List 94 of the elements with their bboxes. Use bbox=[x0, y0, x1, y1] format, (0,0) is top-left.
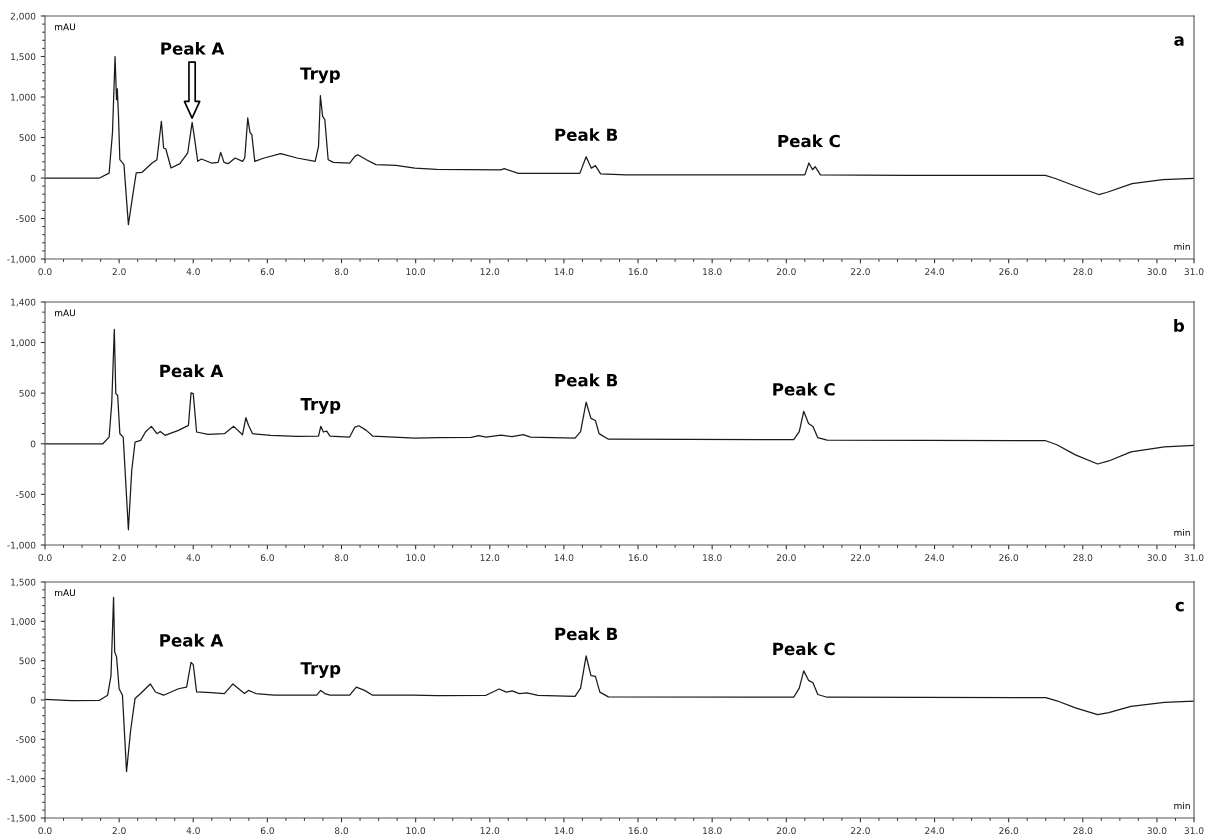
x-tick-label: 8.0 bbox=[334, 554, 349, 562]
x-tick-label: 16.0 bbox=[628, 268, 648, 276]
x-tick-label: 4.0 bbox=[186, 268, 200, 276]
x-tick-label: 20.0 bbox=[776, 554, 796, 562]
x-axis-title: min bbox=[1174, 528, 1190, 536]
x-tick-label: 18.0 bbox=[703, 827, 722, 835]
x-tick-label: 12.0 bbox=[480, 554, 500, 562]
y-tick-label: 0 bbox=[30, 174, 36, 182]
x-tick-label: 14.0 bbox=[554, 827, 574, 835]
x-tick-label: 6.0 bbox=[260, 268, 274, 276]
x-axis-title: min bbox=[1174, 802, 1190, 810]
x-tick-label: 26.0 bbox=[999, 554, 1019, 562]
x-tick-label: 24.0 bbox=[925, 268, 944, 276]
x-tick-label: 30.0 bbox=[1147, 827, 1167, 835]
annotation: Peak A bbox=[160, 633, 224, 647]
text: a bbox=[1174, 36, 1184, 46]
x-tick-label: 31.0 bbox=[1184, 268, 1204, 276]
x-tick-label: 31.0 bbox=[1184, 554, 1204, 562]
y-tick-label: 1,000 bbox=[11, 618, 36, 626]
x-tick-label: 22.0 bbox=[851, 827, 870, 835]
y-tick-label: 2,000 bbox=[10, 12, 36, 21]
x-axis-title: min bbox=[1174, 242, 1190, 250]
annotation: Tryp bbox=[300, 67, 340, 84]
y-tick-label: 500 bbox=[19, 134, 36, 142]
annotation: Peak B bbox=[555, 373, 618, 387]
x-tick-label: 24.0 bbox=[925, 554, 944, 562]
x-tick-label: 24.0 bbox=[925, 827, 944, 835]
line-series bbox=[45, 55, 1194, 226]
y-tick-label: -500 bbox=[15, 491, 36, 498]
y-tick-label: -1,000 bbox=[7, 255, 36, 264]
x-tick-label: 0.0 bbox=[38, 268, 52, 276]
y-tick-label: -1,500 bbox=[7, 814, 36, 823]
x-tick-label: 26.0 bbox=[999, 827, 1019, 835]
x-tick-label: 30.0 bbox=[1147, 554, 1167, 562]
x-tick-label: 2.0 bbox=[112, 268, 126, 276]
y-tick-label: -1,000 bbox=[7, 541, 36, 550]
y-tick-label: 1,400 bbox=[11, 298, 36, 307]
x-tick-label: 10.0 bbox=[406, 827, 426, 835]
line-series bbox=[45, 596, 1194, 773]
annotation: Peak A bbox=[161, 41, 225, 55]
x-tick-label: 6.0 bbox=[260, 554, 274, 562]
y-tick-label: -500 bbox=[15, 736, 36, 743]
x-tick-label: 16.0 bbox=[628, 554, 648, 562]
x-tick-label: 20.0 bbox=[776, 827, 796, 835]
y-tick-label: 500 bbox=[19, 657, 36, 665]
x-tick-label: 8.0 bbox=[334, 268, 349, 276]
x-tick-label: 28.0 bbox=[1073, 827, 1093, 835]
x-tick-label: 8.0 bbox=[334, 827, 349, 835]
text: c bbox=[1175, 601, 1184, 612]
x-tick-label: 20.0 bbox=[776, 268, 796, 276]
x-tick-label: 30.0 bbox=[1147, 268, 1167, 276]
x-tick-label: 18.0 bbox=[703, 268, 722, 276]
annotation: Peak B bbox=[555, 627, 618, 641]
x-tick-label: 2.0 bbox=[112, 554, 126, 562]
x-tick-label: 31.0 bbox=[1184, 827, 1204, 835]
y-tick-label: -1,000 bbox=[7, 775, 36, 784]
y-tick-label: 500 bbox=[19, 389, 36, 397]
y-axis-title: mAU bbox=[55, 309, 75, 317]
x-tick-label: 4.0 bbox=[186, 827, 200, 835]
y-tick-label: -500 bbox=[15, 215, 36, 223]
x-tick-label: 28.0 bbox=[1073, 268, 1093, 276]
x-tick-label: 28.0 bbox=[1073, 554, 1093, 562]
annotation: Peak C bbox=[778, 134, 840, 148]
x-tick-label: 4.0 bbox=[186, 554, 200, 562]
y-tick-label: 1,000 bbox=[11, 93, 36, 102]
x-tick-label: 18.0 bbox=[703, 554, 722, 562]
annotation: Tryp bbox=[300, 398, 341, 414]
y-tick-label: 1,000 bbox=[11, 339, 36, 347]
x-tick-label: 22.0 bbox=[851, 554, 870, 562]
annotation: Peak A bbox=[160, 364, 224, 378]
x-tick-label: 14.0 bbox=[554, 554, 574, 562]
y-tick-label: 1,500 bbox=[11, 53, 36, 61]
x-tick-label: 10.0 bbox=[406, 268, 426, 276]
y-tick-label: 0 bbox=[30, 440, 36, 448]
x-tick-label: 14.0 bbox=[554, 268, 574, 276]
annotation: Tryp bbox=[300, 662, 341, 678]
x-tick-label: 12.0 bbox=[480, 268, 500, 276]
x-tick-label: 6.0 bbox=[260, 827, 274, 835]
y-tick-label: 0 bbox=[30, 696, 36, 704]
x-tick-label: 26.0 bbox=[999, 268, 1019, 276]
x-tick-label: 2.0 bbox=[112, 827, 126, 835]
y-axis-title: mAU bbox=[55, 23, 75, 31]
x-tick-label: 22.0 bbox=[851, 268, 870, 276]
y-axis-title: mAU bbox=[55, 589, 75, 597]
annotation: Peak C bbox=[773, 642, 835, 656]
text: b bbox=[1174, 319, 1185, 332]
annotation: Peak B bbox=[555, 128, 618, 142]
y-tick-label: 1,500 bbox=[11, 578, 36, 587]
annotation: Peak C bbox=[773, 382, 835, 396]
x-tick-label: 10.0 bbox=[406, 554, 426, 562]
x-tick-label: 0.0 bbox=[38, 827, 52, 835]
x-tick-label: 16.0 bbox=[628, 827, 648, 835]
x-tick-label: 12.0 bbox=[480, 827, 500, 835]
x-tick-label: 0.0 bbox=[38, 554, 52, 562]
